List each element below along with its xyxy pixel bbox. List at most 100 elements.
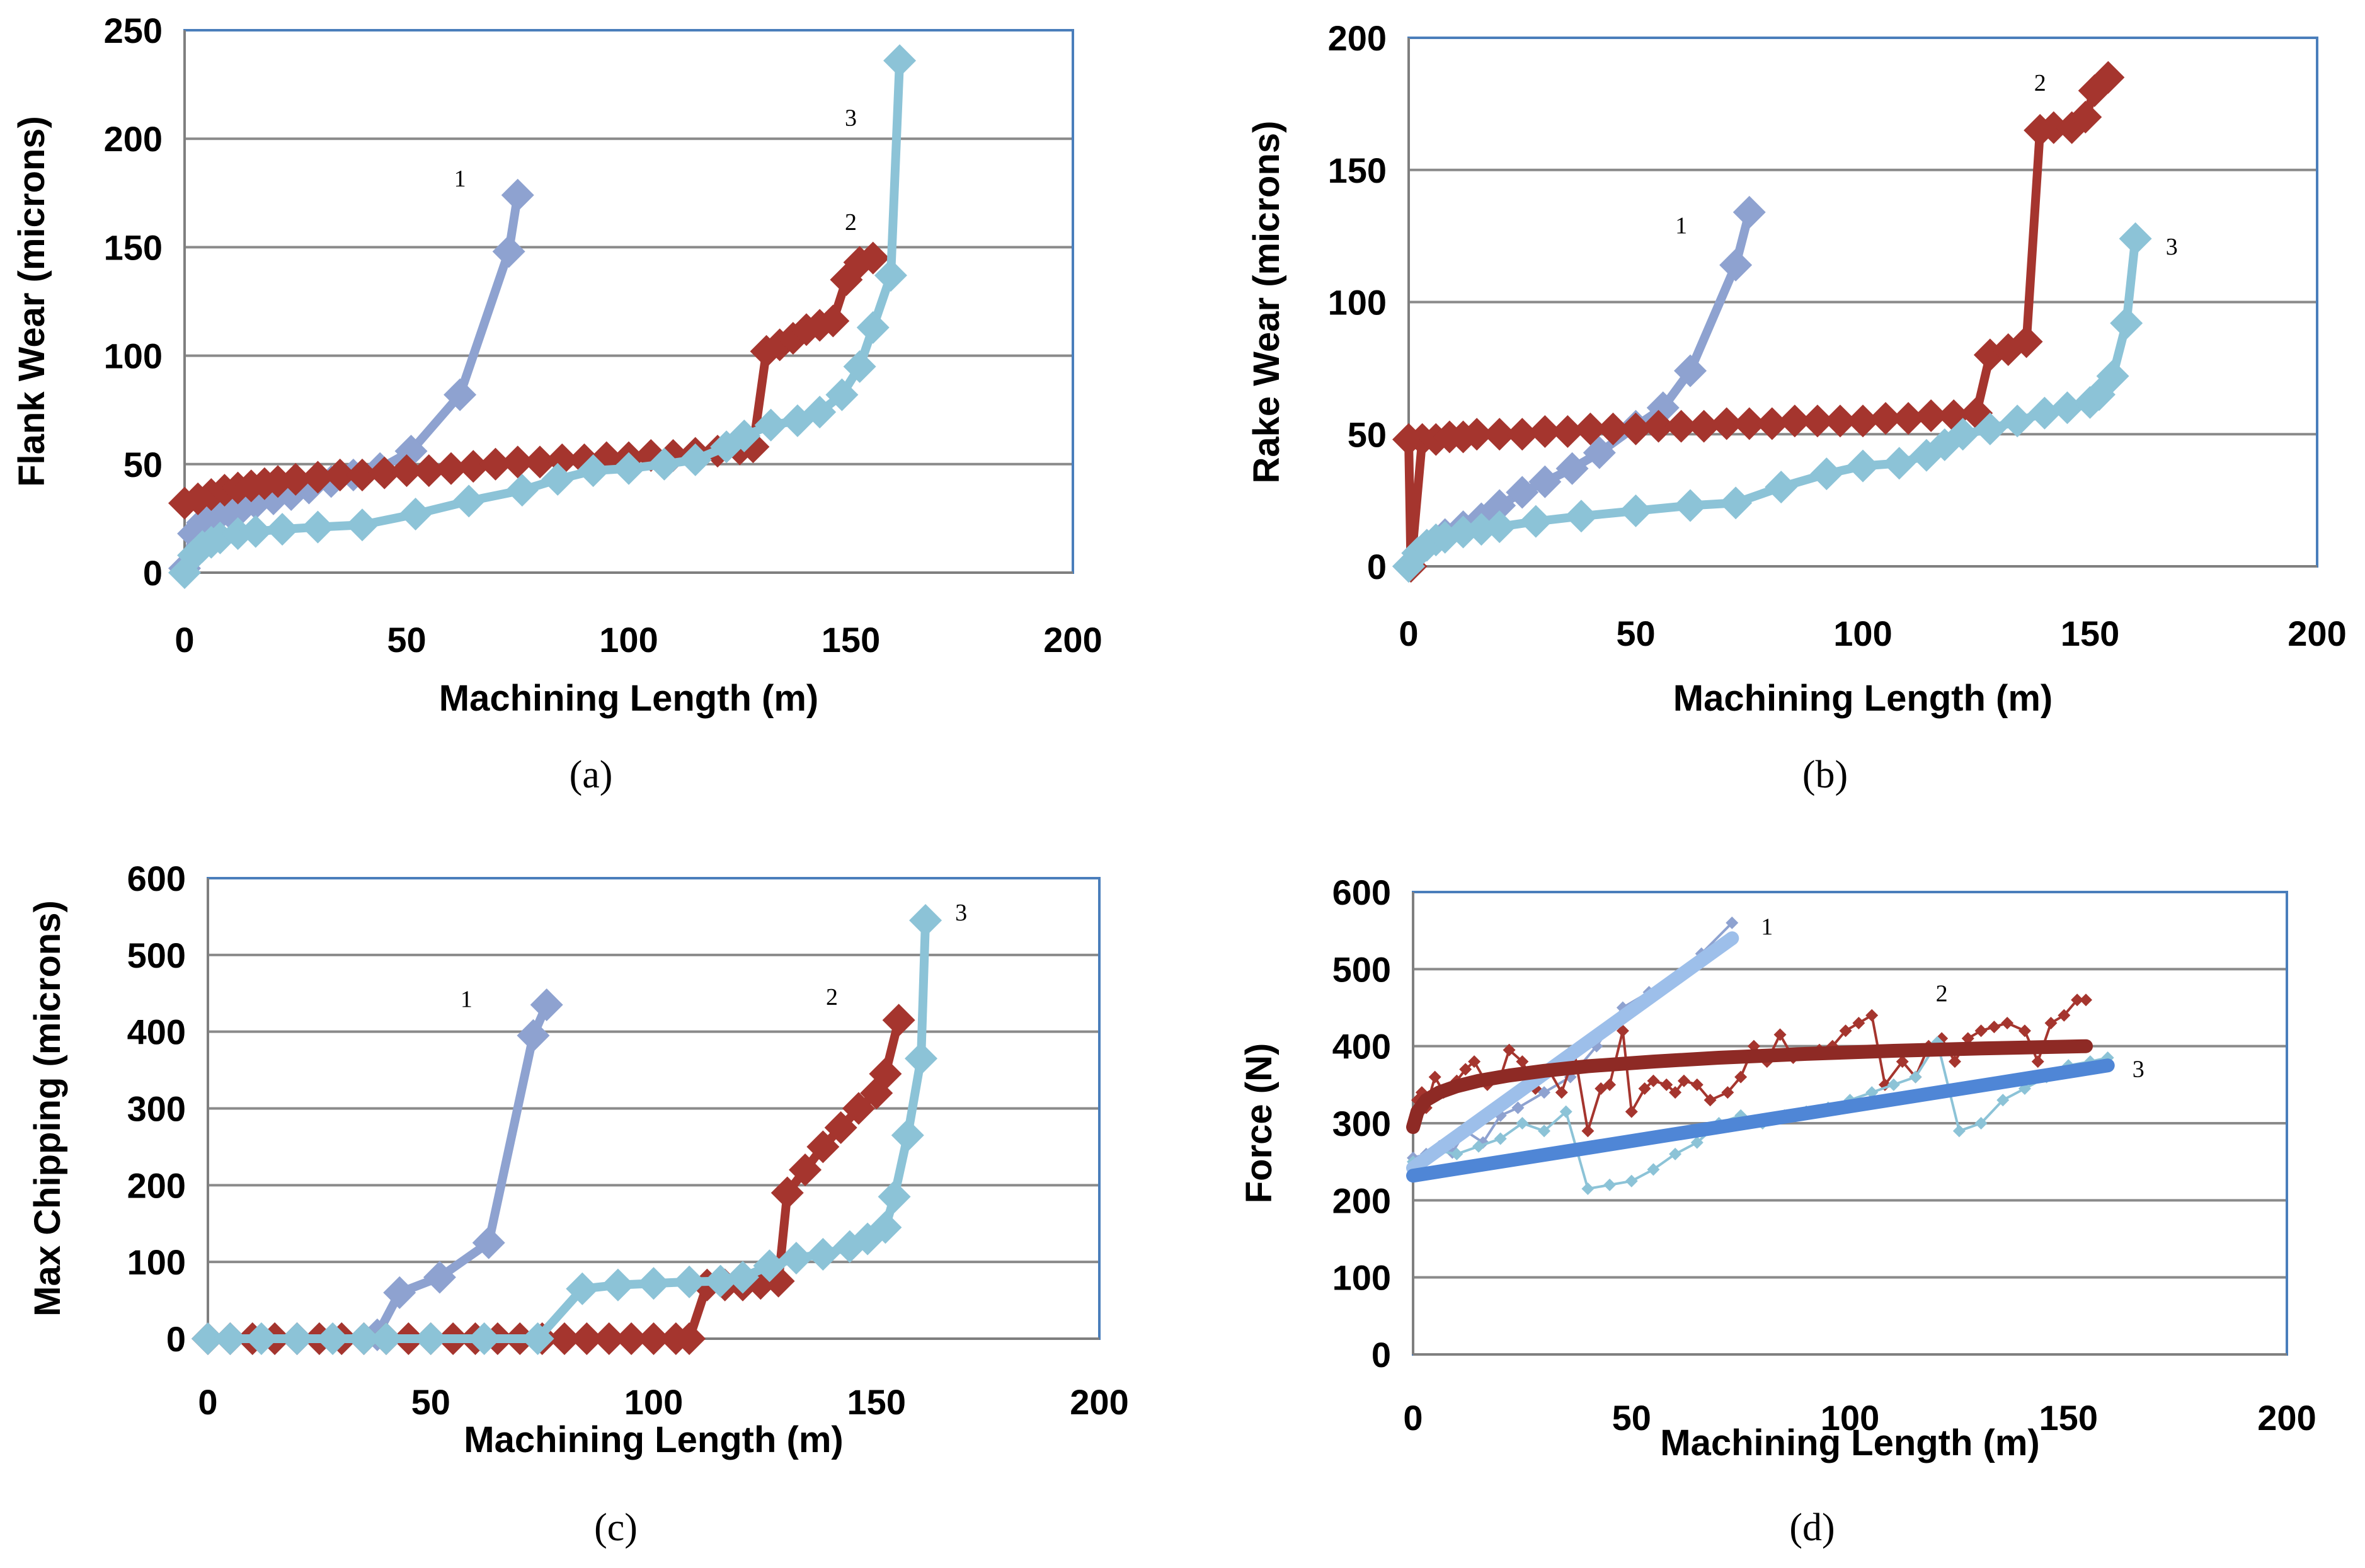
data-point xyxy=(505,474,539,507)
data-point xyxy=(1974,1024,1988,1038)
data-point xyxy=(816,304,850,338)
data-point xyxy=(2010,325,2043,358)
data-point xyxy=(1974,1117,1988,1130)
y-tick-label: 200 xyxy=(1332,1181,1391,1220)
y-tick-label: 0 xyxy=(1367,547,1387,587)
y-tick-label: 150 xyxy=(1328,151,1387,190)
data-point xyxy=(1690,1136,1704,1149)
data-point xyxy=(648,447,681,481)
series-line xyxy=(208,1019,903,1343)
data-point xyxy=(679,443,712,476)
data-point xyxy=(891,1119,924,1152)
data-point xyxy=(1721,1086,1734,1099)
data-point xyxy=(2031,1055,2044,1068)
data-point xyxy=(301,461,335,494)
data-point xyxy=(452,484,486,518)
y-tick-label: 400 xyxy=(1332,1027,1391,1067)
data-point xyxy=(753,1249,786,1283)
data-point xyxy=(842,1092,875,1125)
panel-caption: (a) xyxy=(570,753,613,796)
data-point xyxy=(383,1276,416,1309)
data-point xyxy=(467,1322,501,1355)
data-point xyxy=(472,1226,505,1259)
data-point xyxy=(878,1180,911,1213)
data-point xyxy=(1506,418,1539,451)
data-point xyxy=(414,1322,447,1355)
data-point xyxy=(1690,1078,1704,1091)
data-point xyxy=(1988,1021,2001,1034)
data-point xyxy=(2044,1016,2058,1029)
data-point xyxy=(1483,418,1516,451)
data-point xyxy=(301,510,335,544)
data-point xyxy=(1603,1178,1617,1191)
x-tick-label: 100 xyxy=(1821,1398,1879,1438)
y-axis-title: Force (N) xyxy=(1239,1043,1280,1204)
x-axis-title: Machining Length (m) xyxy=(464,1419,844,1460)
data-point xyxy=(244,1322,278,1355)
y-tick-label: 100 xyxy=(1332,1258,1391,1298)
data-point xyxy=(704,1264,737,1298)
data-point xyxy=(1704,1094,1717,1107)
data-point xyxy=(1538,1124,1551,1138)
data-point xyxy=(856,311,890,344)
series-trend-3 xyxy=(1406,1058,2115,1183)
y-tick-label: 50 xyxy=(123,445,163,484)
data-point xyxy=(1596,412,1630,445)
data-point xyxy=(776,322,810,355)
series-number-label: 3 xyxy=(845,105,857,132)
series-number-label: 1 xyxy=(461,987,472,1013)
data-point xyxy=(239,515,272,548)
data-point xyxy=(530,988,563,1022)
data-point xyxy=(1459,1063,1472,1076)
data-point xyxy=(1915,399,1948,432)
x-tick-label: 200 xyxy=(2257,1398,2316,1438)
data-point xyxy=(1574,412,1607,445)
data-point xyxy=(806,1130,840,1164)
data-point xyxy=(1555,1086,1568,1099)
x-tick-label: 50 xyxy=(1616,614,1655,653)
data-point xyxy=(1528,465,1562,498)
x-tick-label: 50 xyxy=(387,620,426,660)
series-1: 1 xyxy=(192,987,563,1355)
data-point xyxy=(435,452,467,485)
data-point xyxy=(479,447,512,481)
data-point xyxy=(501,445,534,479)
y-tick-label: 500 xyxy=(127,936,186,975)
data-point xyxy=(1516,1055,1529,1068)
data-point xyxy=(728,420,761,453)
data-point xyxy=(1642,409,1675,443)
data-point xyxy=(637,1322,670,1355)
data-point xyxy=(1555,452,1589,485)
data-point xyxy=(1660,1078,1673,1091)
x-axis-title: Machining Length (m) xyxy=(1660,1422,2040,1463)
y-axis-title: Flank Wear (microns) xyxy=(11,116,52,487)
data-point xyxy=(279,462,312,496)
x-tick-label: 200 xyxy=(1043,620,1102,660)
data-point xyxy=(1810,457,1843,491)
data-point xyxy=(2069,100,2102,134)
data-point xyxy=(1952,1124,1966,1138)
y-tick-label: 600 xyxy=(1332,873,1391,912)
data-point xyxy=(457,450,490,483)
data-point xyxy=(1669,1086,1682,1099)
data-point xyxy=(1869,402,1903,435)
x-tick-label: 150 xyxy=(847,1382,906,1422)
data-point xyxy=(592,1322,626,1355)
data-point xyxy=(1996,1094,2010,1107)
data-point xyxy=(1494,1132,1507,1145)
data-point xyxy=(521,1322,554,1355)
series-2: 2 xyxy=(168,209,890,520)
x-tick-label: 50 xyxy=(411,1382,450,1422)
data-point xyxy=(1619,494,1652,527)
data-point xyxy=(517,1019,550,1052)
y-tick-label: 200 xyxy=(1328,18,1387,58)
data-point xyxy=(1778,404,1811,438)
data-point xyxy=(444,378,477,411)
series-2: 2 xyxy=(192,984,915,1355)
data-point xyxy=(1909,1070,1922,1084)
data-point xyxy=(869,1211,902,1244)
data-point xyxy=(192,1322,224,1355)
y-tick-label: 100 xyxy=(127,1242,186,1282)
data-point xyxy=(2058,1009,2071,1022)
x-axis-title: Machining Length (m) xyxy=(1673,678,2053,719)
